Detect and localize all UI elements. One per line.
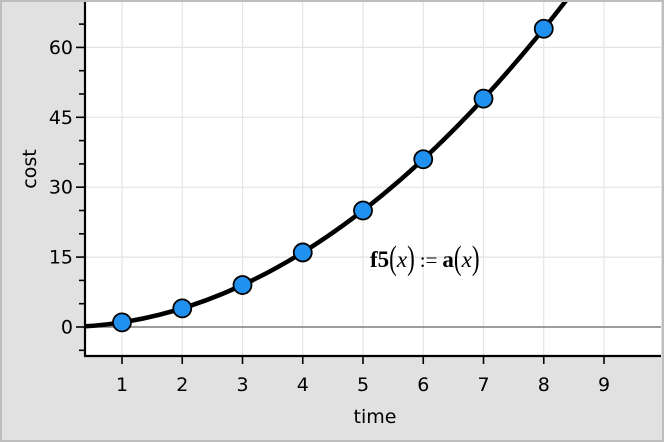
data-point[interactable]	[413, 149, 434, 170]
y-tick-label: 45	[49, 107, 73, 129]
data-point[interactable]	[473, 88, 494, 109]
x-tick-label: 4	[297, 374, 309, 396]
rhs-function-argument: x	[461, 247, 472, 272]
data-point[interactable]	[353, 200, 373, 221]
function-name: f5	[370, 247, 390, 272]
open-paren: (	[453, 240, 462, 277]
y-tick-label: 30	[49, 177, 73, 199]
close-paren: )	[471, 240, 480, 277]
x-tick-label: 9	[598, 374, 610, 396]
data-point[interactable]	[112, 312, 132, 333]
x-tick-label: 7	[477, 374, 489, 396]
function-curve[interactable]	[83, 0, 580, 329]
function-argument: x	[396, 247, 408, 272]
y-tick-label: 15	[49, 247, 73, 269]
function-expression-label[interactable]: f5(x):= a(x)	[370, 240, 479, 276]
x-tick-label: 6	[417, 374, 429, 396]
x-tick-label: 8	[538, 374, 550, 396]
x-axis-label[interactable]: time	[353, 406, 397, 428]
y-tick-label: 0	[61, 317, 73, 339]
data-point[interactable]	[533, 18, 554, 39]
plot-area	[85, 2, 661, 356]
rhs-function-name: a	[442, 247, 454, 272]
close-paren: )	[407, 240, 415, 277]
x-tick-label: 1	[116, 374, 128, 396]
x-tick-label: 5	[357, 374, 369, 396]
assign-operator: :=	[419, 248, 438, 272]
y-tick-label: 60	[49, 37, 73, 59]
data-point[interactable]	[292, 242, 313, 263]
open-paren: (	[389, 240, 397, 277]
data-point[interactable]	[172, 298, 193, 319]
x-tick-label: 3	[236, 374, 248, 396]
x-tick-label: 2	[176, 374, 188, 396]
data-point[interactable]	[232, 275, 253, 295]
y-axis-label[interactable]: cost	[19, 149, 41, 189]
